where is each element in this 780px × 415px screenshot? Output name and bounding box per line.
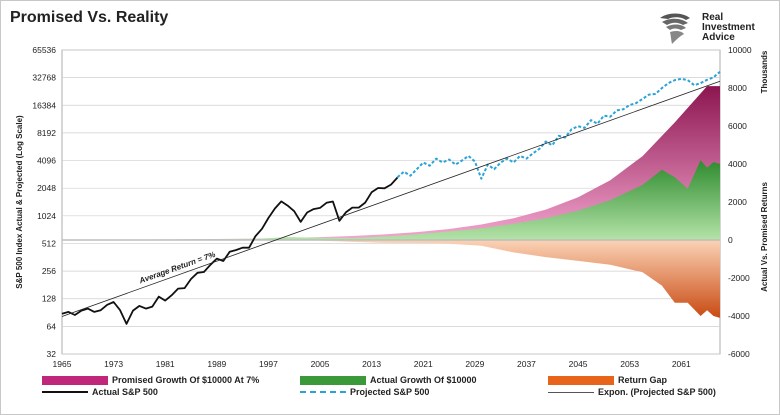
legend-label: Promised Growth Of $10000 At 7% [112,375,260,385]
x-tick-label: 2029 [465,359,484,369]
legend-label: Projected S&P 500 [350,387,430,397]
area-return-gap [62,240,720,318]
legend-item-projected-s-p-500: Projected S&P 500 [300,387,429,397]
left-tick-label: 128 [42,294,56,304]
right-tick-label: 0 [728,235,733,245]
eagle-logo-icon [660,13,690,44]
legend-label: Actual S&P 500 [92,387,158,397]
line-actual-s-p-500 [61,176,399,325]
x-tick-label: 2037 [517,359,536,369]
right-axis-title: Actual Vs. Promised Returns [760,182,769,292]
left-tick-label: 8192 [37,128,56,138]
legend: Promised Growth Of $10000 At 7% Actual Gr… [0,373,780,413]
brand-name: Real Investment Advice [702,12,755,43]
area-actual-growth-of-10000 [62,160,720,240]
annotation-average-return: Average Return = 7% [137,250,217,286]
right-tick-label: -4000 [728,311,750,321]
right-axis-units: Thousands [760,50,769,93]
chart-title: Promised Vs. Reality [10,9,169,26]
right-tick-label: -2000 [728,273,750,283]
left-tick-label: 256 [42,266,56,276]
legend-item-return-gap: Return Gap [548,375,667,385]
legend-swatch [42,375,108,385]
legend-label: Return Gap [618,375,668,385]
right-tick-label: 4000 [728,159,747,169]
legend-swatch [300,375,366,385]
right-tick-label: 8000 [728,83,747,93]
x-tick-label: 2021 [414,359,433,369]
left-tick-label: 65536 [32,45,56,55]
legend-label: Actual Growth Of $10000 [370,375,477,385]
legend-item-actual-s-p-500: Actual S&P 500 [42,387,158,397]
legend-swatch [300,391,346,393]
x-tick-label: 1981 [156,359,175,369]
legend-swatch [548,391,594,393]
legend-item-expon-projected-s-p-500: Expon. (Projected S&P 500) [548,387,716,397]
left-tick-label: 512 [42,238,56,248]
brand-logo: Real Investment Advice [656,10,771,46]
left-tick-label: 64 [47,321,57,331]
left-axis-title: S&P 500 Index Actual & Projected (Log Sc… [15,115,24,289]
left-tick-label: 4096 [37,156,56,166]
right-tick-label: 10000 [728,45,752,55]
right-tick-label: 2000 [728,197,747,207]
legend-item-actual-growth-of-10000: Actual Growth Of $10000 [300,375,477,385]
left-tick-label: 2048 [37,183,56,193]
x-tick-label: 1965 [53,359,72,369]
x-tick-label: 2005 [311,359,330,369]
right-tick-label: 6000 [728,121,747,131]
left-tick-label: 16384 [32,100,56,110]
x-tick-label: 1997 [259,359,278,369]
x-tick-label: 2013 [362,359,381,369]
x-tick-label: 2045 [569,359,588,369]
legend-swatch [42,391,88,393]
left-tick-label: 32 [47,349,57,359]
x-tick-label: 2061 [672,359,691,369]
line-projected-s-p-500 [396,70,721,180]
left-tick-label: 32768 [32,73,56,83]
chart-plot: 32 64 128 256 512 1024 2048 4096 8192 16384 32768 6… [15,45,769,369]
x-tick-label: 1973 [104,359,123,369]
legend-swatch [548,375,614,385]
left-tick-label: 1024 [37,211,56,221]
line-expon-projected-s-p-500 [61,80,721,317]
x-tick-label: 1989 [207,359,226,369]
right-tick-label: -6000 [728,349,750,359]
x-tick-label: 2053 [620,359,639,369]
legend-item-promised-growth-of-10000-at-7: Promised Growth Of $10000 At 7% [42,375,259,385]
legend-label: Expon. (Projected S&P 500) [598,387,716,397]
